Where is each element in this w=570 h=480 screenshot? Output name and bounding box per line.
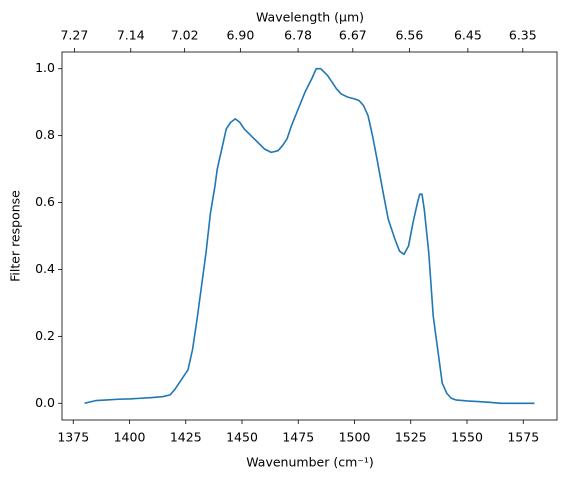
x2-tick-label: 6.45 (454, 28, 482, 43)
x2-tick-label: 6.56 (395, 28, 423, 43)
y-tick-label: 1.0 (35, 60, 55, 75)
y-axis-label: Filter response (8, 190, 23, 282)
x2-tick-label: 6.78 (284, 28, 312, 43)
x2-tick-label: 7.14 (117, 28, 145, 43)
x2-tick-label: 7.27 (60, 28, 88, 43)
x-tick-label: 1575 (507, 430, 539, 445)
x-tick-label: 1500 (339, 430, 371, 445)
data-line (84, 67, 535, 405)
x-tick-label: 1550 (451, 430, 483, 445)
x-tick-label: 1425 (170, 430, 202, 445)
x-axis-label: Wavenumber (cm⁻¹) (246, 455, 373, 470)
y-tick-label: 0.0 (35, 395, 55, 410)
y-tick-label: 0.4 (35, 261, 55, 276)
axes-frame (61, 51, 558, 421)
x2-axis-label: Wavelength (μm) (256, 10, 364, 25)
y-tick-label: 0.8 (35, 127, 55, 142)
x-tick-label: 1450 (226, 430, 258, 445)
x-tick-label: 1400 (114, 430, 146, 445)
x2-tick-label: 7.02 (171, 28, 199, 43)
x2-tick-label: 6.90 (226, 28, 254, 43)
x-tick-label: 1525 (395, 430, 427, 445)
y-tick-label: 0.6 (35, 194, 55, 209)
x2-tick-label: 6.35 (509, 28, 537, 43)
x-tick-label: 1375 (57, 430, 89, 445)
x-tick-label: 1475 (282, 430, 314, 445)
x2-tick-label: 6.67 (339, 28, 367, 43)
y-tick-label: 0.2 (35, 328, 55, 343)
